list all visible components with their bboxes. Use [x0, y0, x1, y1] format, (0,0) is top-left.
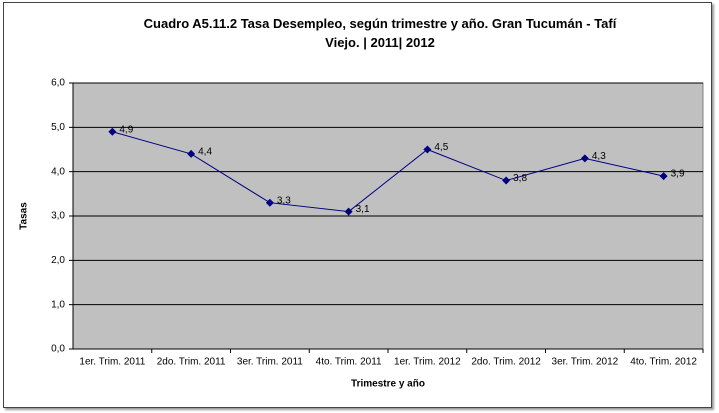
- x-tick-label: 3er. Trim. 2011: [237, 357, 303, 368]
- data-label: 4,5: [434, 142, 448, 153]
- data-label: 4,4: [198, 147, 212, 158]
- data-label: 4,9: [119, 124, 133, 135]
- x-tick-label: 3er. Trim. 2012: [552, 357, 619, 368]
- point-marker: [580, 154, 589, 163]
- x-tick-label: 1er. Trim. 2012: [394, 357, 461, 368]
- y-tick-label: 0,0: [51, 344, 65, 355]
- data-label: 4,3: [592, 151, 606, 162]
- series-line: [112, 131, 664, 213]
- x-tick-label: 4to. Trim. 2011: [316, 357, 382, 368]
- y-tick-label: 2,0: [51, 255, 65, 266]
- point-marker: [108, 127, 117, 136]
- y-tick-label: 5,0: [51, 122, 65, 133]
- point-marker: [659, 172, 668, 181]
- point-marker: [502, 176, 511, 185]
- chart-frame: [3, 2, 712, 408]
- point-marker: [265, 198, 274, 207]
- y-tick-label: 6,0: [51, 78, 65, 89]
- data-label: 3,1: [356, 204, 370, 215]
- data-label: 3,3: [277, 195, 291, 206]
- y-axis-title: Tasas: [19, 202, 30, 230]
- x-tick-label: 2do. Trim. 2011: [157, 357, 226, 368]
- x-tick-label: 4to. Trim. 2012: [630, 357, 697, 368]
- y-tick-label: 4,0: [51, 166, 65, 177]
- data-label: 3,9: [671, 169, 685, 180]
- x-tick-label: 1er. Trim. 2011: [79, 357, 145, 368]
- chart-title: Cuadro A5.11.2 Tasa Desempleo, según tri…: [143, 16, 617, 50]
- point-marker: [187, 149, 196, 158]
- x-axis-title: Trimestre y año: [351, 379, 425, 390]
- point-marker: [423, 145, 432, 154]
- y-tick-label: 3,0: [51, 211, 65, 222]
- y-tick-label: 1,0: [51, 299, 65, 310]
- x-tick-label: 2do. Trim. 2012: [471, 357, 541, 368]
- data-label: 3,8: [513, 173, 527, 184]
- point-marker: [344, 207, 353, 216]
